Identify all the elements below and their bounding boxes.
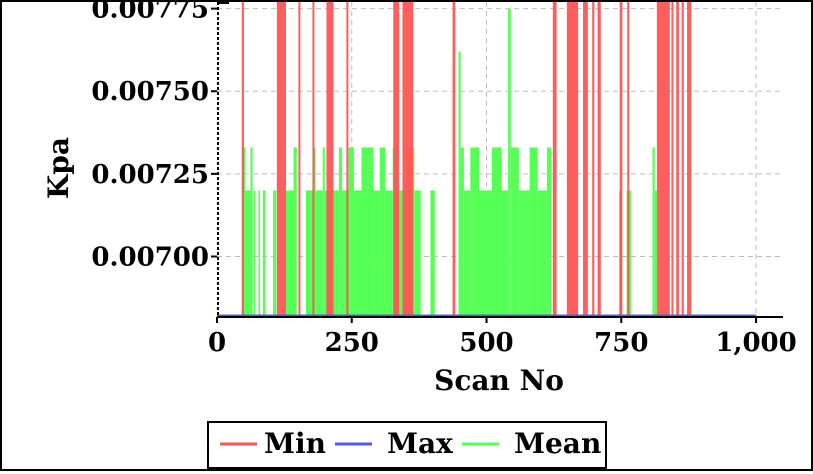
- mean-segment: [262, 190, 266, 316]
- y-tick-label: 0.00750: [91, 77, 209, 107]
- legend-label-mean: Mean: [514, 427, 601, 460]
- min-spike: [619, 2, 623, 316]
- mean-segment: [518, 190, 530, 316]
- mean-segment: [501, 190, 509, 316]
- min-spike: [326, 2, 334, 316]
- mean-segment: [305, 190, 313, 316]
- mean-segment: [546, 147, 552, 316]
- mean-segment: [510, 147, 519, 316]
- mean-segment: [430, 190, 435, 316]
- mean-segment: [463, 190, 471, 316]
- mean-segment: [245, 190, 251, 316]
- legend-label-min: Min: [264, 427, 326, 460]
- mean-segment: [537, 190, 547, 316]
- min-spike: [276, 2, 286, 316]
- mean-segment: [373, 190, 380, 316]
- mean-segment: [529, 147, 538, 316]
- min-spike: [597, 2, 601, 316]
- min-spike: [656, 2, 670, 316]
- mean-segment: [315, 190, 323, 316]
- y-tick-labels: 0.00700 0.00725 0.00750 0.00775: [91, 0, 217, 273]
- min-spike: [452, 2, 456, 316]
- min-spike: [552, 2, 557, 316]
- y-tick-label: 0.00725: [91, 160, 209, 190]
- min-spike: [312, 2, 315, 316]
- mean-segment: [379, 147, 386, 316]
- x-tick-label: 0: [208, 328, 226, 358]
- mean-segment: [273, 190, 277, 316]
- mean-segment: [508, 8, 511, 316]
- mean-segment: [285, 190, 294, 316]
- min-spike: [393, 2, 400, 316]
- x-tick-label: 250: [325, 328, 379, 358]
- legend-box: [207, 421, 607, 469]
- mean-segment: [353, 190, 362, 316]
- series-min: [241, 2, 692, 316]
- min-spike: [566, 2, 579, 316]
- mean-segment: [338, 147, 343, 316]
- mean-segment: [491, 147, 502, 316]
- min-spike: [687, 2, 692, 316]
- mean-segment: [460, 147, 464, 316]
- mean-segment: [414, 190, 421, 316]
- mean-segment: [293, 147, 297, 316]
- mean-segment: [385, 190, 393, 316]
- min-spike: [583, 2, 588, 316]
- min-spike: [592, 2, 595, 316]
- min-spike: [298, 2, 301, 316]
- x-axis-title: Scan No: [434, 364, 564, 397]
- min-spike: [402, 2, 414, 316]
- min-spike: [676, 2, 679, 316]
- axes: [217, 2, 783, 318]
- mean-segment: [322, 147, 325, 316]
- series-layer: [217, 2, 757, 318]
- mean-segment: [458, 51, 461, 316]
- min-spike: [627, 2, 630, 316]
- mean-segment: [342, 190, 349, 316]
- mean-segment: [361, 147, 374, 316]
- y-tick-label: 0.00775: [91, 2, 209, 25]
- min-spike: [671, 2, 674, 316]
- mean-segment: [258, 190, 261, 316]
- mean-segment: [470, 147, 479, 316]
- mean-segment: [654, 190, 657, 316]
- mean-segment: [348, 147, 354, 316]
- y-tick-label: 0.00700: [91, 243, 209, 273]
- min-spike: [241, 2, 244, 316]
- mean-segment: [652, 147, 655, 316]
- x-tick-label: 1,000: [715, 328, 796, 358]
- y-axis-title: Kpa: [42, 137, 75, 199]
- mean-segment: [478, 190, 492, 316]
- min-spike: [346, 2, 349, 316]
- series-mean: [241, 8, 657, 316]
- legend: Min Max Mean: [207, 421, 607, 469]
- min-spike: [681, 2, 684, 316]
- mean-segment: [250, 147, 253, 316]
- legend-label-max: Max: [387, 427, 453, 460]
- x-tick-label: 750: [594, 328, 648, 358]
- mean-segment: [253, 190, 256, 316]
- x-tick-labels: 0 250 500 750 1,000: [208, 317, 797, 358]
- x-tick-label: 500: [459, 328, 513, 358]
